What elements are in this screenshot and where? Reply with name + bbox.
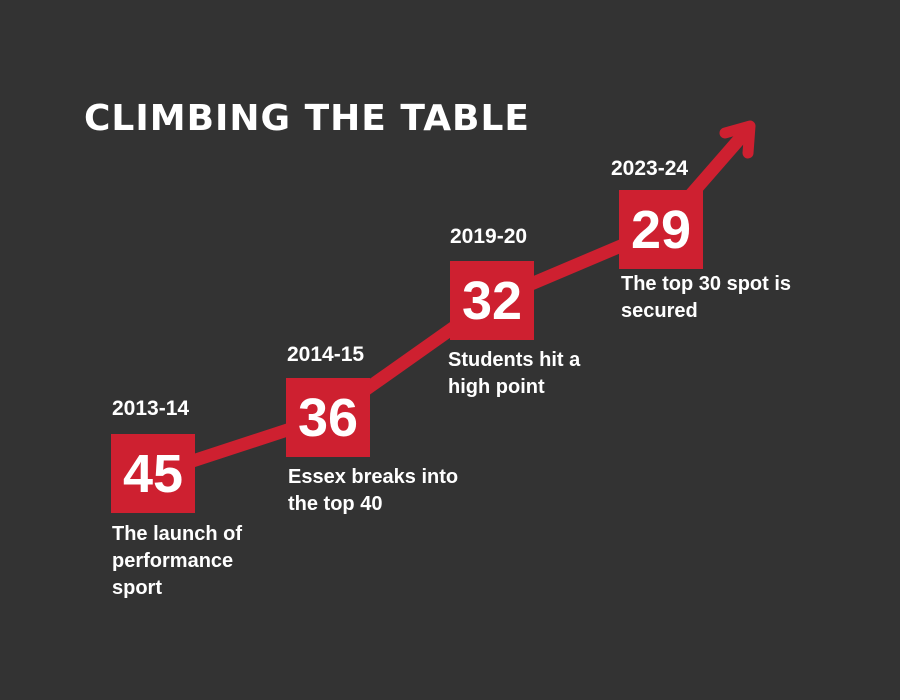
rank-square: 36	[286, 378, 370, 457]
rank-value: 36	[297, 387, 359, 448]
milestone-description: Essex breaks into the top 40	[288, 464, 458, 518]
description-line: performance	[112, 550, 234, 572]
description-line: the top 40	[288, 493, 383, 515]
rank-value: 29	[630, 199, 692, 260]
rank-value: 45	[122, 443, 184, 504]
description-line: The top 30 spot is	[621, 273, 792, 295]
rank-square: 45	[111, 434, 195, 513]
year-label: 2019-20	[450, 225, 528, 248]
description-line: sport	[112, 577, 162, 599]
description-line: high point	[448, 376, 545, 398]
milestone-description: The top 30 spot is secured	[621, 271, 791, 325]
year-label: 2023-24	[611, 157, 689, 180]
description-line: The launch of	[112, 523, 242, 545]
arrowhead-icon	[719, 120, 756, 159]
year-label: 2014-15	[287, 343, 365, 366]
description-line: Essex breaks into	[288, 466, 459, 488]
rank-square: 32	[450, 261, 534, 340]
rank-value: 32	[461, 270, 523, 331]
page-title: CLIMBING THE TABLE	[84, 98, 531, 139]
milestone-description: The launch of performance sport	[112, 521, 242, 602]
year-label: 2013-14	[112, 397, 190, 420]
description-line: Students hit a	[448, 349, 581, 371]
milestone-description: Students hit a high point	[448, 347, 580, 401]
rank-square: 29	[619, 190, 703, 269]
description-line: secured	[621, 300, 698, 322]
